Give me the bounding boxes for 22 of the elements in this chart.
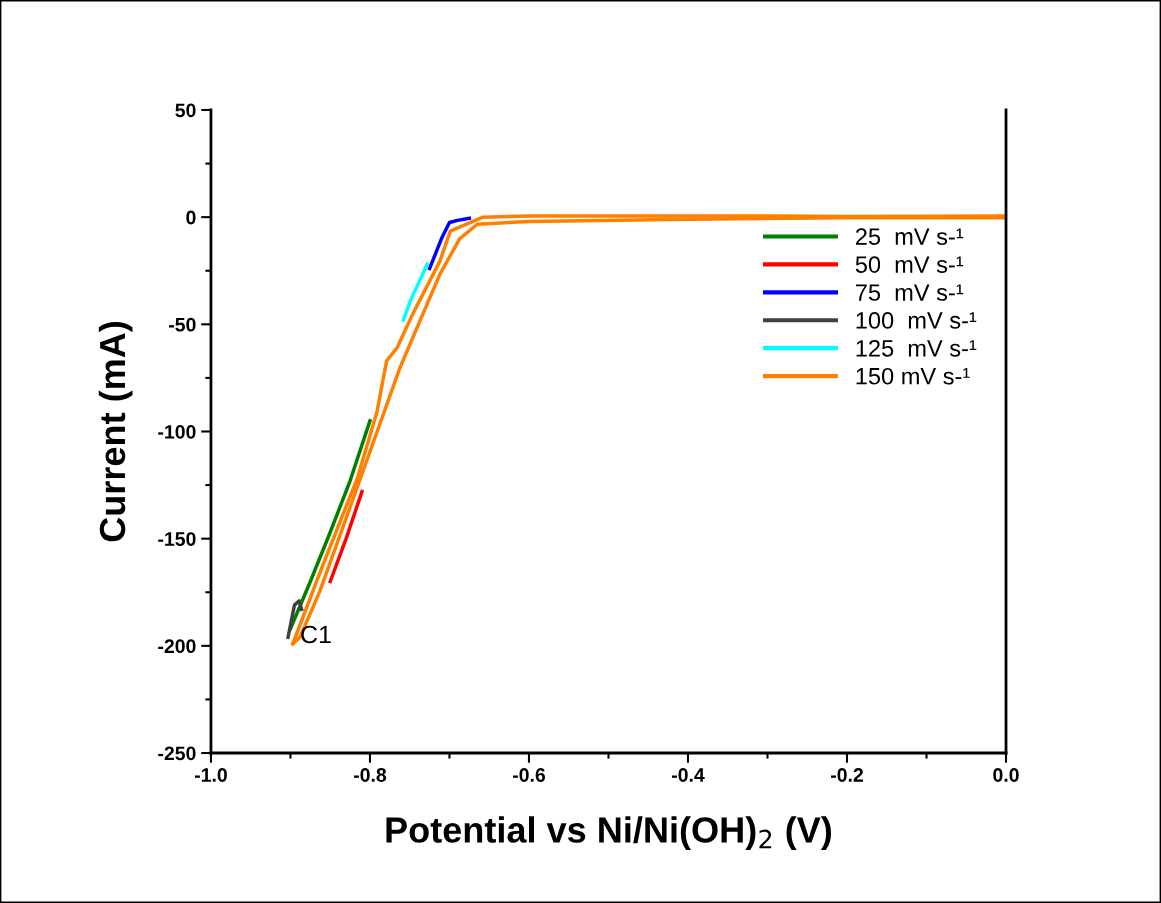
y-tick-label: 0 [186, 210, 196, 225]
x-tick-label: -0.4 [671, 768, 705, 782]
legend-label: 150 mV s-¹ [856, 367, 970, 385]
y-tick-label: -50 [169, 317, 196, 332]
x-tick-label: -0.2 [831, 768, 863, 782]
legend-label: 75 mV s-¹ [856, 284, 964, 301]
y-tick-label: 50 [175, 103, 196, 118]
x-tick-label: -1.0 [194, 768, 227, 782]
legend-label: 25 mV s-¹ [855, 228, 964, 246]
annotation: C1 [301, 625, 331, 644]
y-tick-label: -250 [158, 746, 196, 761]
y-tick-label: -100 [158, 424, 196, 439]
legend-label: 50 mV s-¹ [855, 256, 964, 273]
y-tick-label: -150 [158, 532, 196, 546]
x-tick-label: -0.6 [512, 768, 546, 782]
y-tick-label: -200 [158, 639, 196, 654]
x-axis-title: Potential vs Ni/Ni(OH)$_{2}$ (V) [386, 816, 832, 850]
x-tick-label: 0.0 [993, 768, 1019, 782]
legend-label: 125 mV s-¹ [856, 339, 977, 357]
y-axis-title: Current (mA) [98, 321, 133, 542]
x-tick-label: -0.8 [353, 768, 387, 782]
legend-label: 100 mV s-¹ [856, 312, 977, 329]
